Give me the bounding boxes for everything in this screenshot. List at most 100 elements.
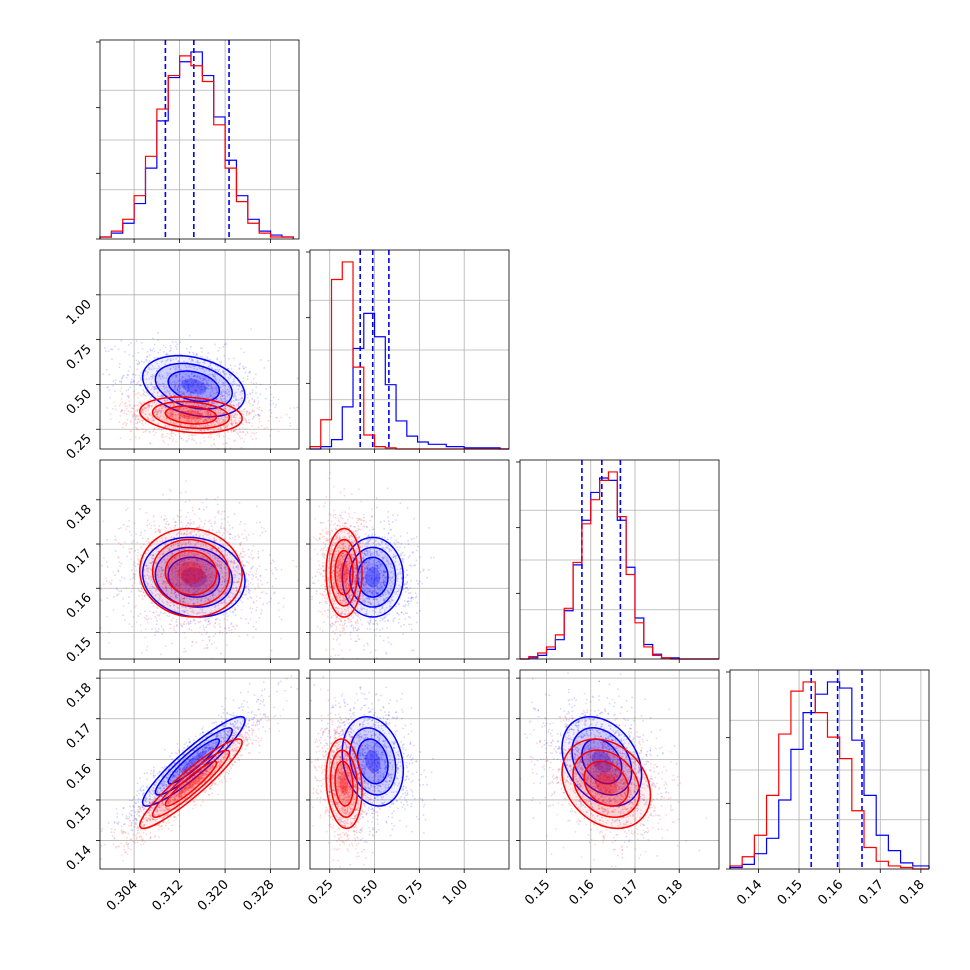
scatter-point — [203, 387, 206, 389]
scatter-point — [198, 524, 201, 527]
scatter-point — [144, 394, 147, 397]
scatter-point — [147, 577, 150, 580]
scatter-point — [159, 377, 162, 380]
scatter-point — [156, 367, 159, 370]
scatter-point — [250, 381, 253, 384]
scatter-point — [221, 571, 224, 574]
scatter-point — [192, 382, 194, 385]
scatter-point — [134, 418, 137, 420]
scatter-point — [188, 420, 191, 423]
scatter-point — [120, 576, 123, 579]
scatter-point — [228, 373, 231, 376]
scatter-point — [163, 399, 166, 402]
scatter-point — [232, 378, 235, 381]
scatter-point — [209, 405, 212, 408]
scatter-point — [184, 407, 187, 409]
scatter-point — [226, 424, 229, 427]
scatter-point — [247, 580, 250, 583]
scatter-point — [226, 396, 229, 399]
scatter-point — [265, 387, 267, 390]
scatter-point — [205, 410, 208, 413]
scatter-point — [282, 597, 285, 600]
scatter-point — [146, 350, 149, 353]
scatter-point — [208, 362, 211, 364]
scatter-point — [206, 356, 208, 358]
scatter-point — [120, 410, 123, 413]
scatter-point — [170, 402, 173, 405]
scatter-point — [240, 446, 243, 449]
scatter-point — [160, 407, 163, 410]
scatter-point — [210, 386, 213, 389]
scatter-point — [233, 357, 235, 360]
scatter-point — [202, 392, 204, 395]
scatter-point — [182, 393, 185, 396]
scatter-point — [185, 381, 188, 384]
scatter-point — [205, 405, 208, 408]
scatter-point — [175, 407, 178, 409]
scatter-point — [205, 404, 208, 407]
scatter-point — [249, 582, 252, 584]
scatter-point — [133, 561, 136, 564]
scatter-point — [187, 540, 190, 543]
scatter-point — [231, 610, 234, 613]
scatter-point — [184, 387, 187, 390]
scatter-point — [196, 410, 199, 413]
scatter-point — [191, 358, 194, 361]
scatter-point — [228, 629, 231, 632]
scatter-point — [242, 423, 245, 426]
scatter-point — [180, 414, 183, 417]
scatter-point — [222, 382, 225, 384]
scatter-point — [255, 392, 257, 395]
scatter-point — [277, 609, 280, 612]
scatter-point — [407, 539, 409, 542]
scatter-point — [156, 620, 159, 622]
scatter-point — [148, 413, 150, 415]
scatter-point — [228, 528, 231, 531]
scatter-point — [160, 409, 163, 412]
scatter-point — [119, 579, 122, 582]
scatter-point — [107, 386, 109, 389]
scatter-point — [165, 377, 168, 380]
scatter-point — [118, 590, 121, 593]
scatter-point — [262, 549, 264, 552]
scatter-point — [219, 372, 222, 374]
scatter-point — [202, 377, 205, 380]
scatter-point — [170, 430, 173, 433]
scatter-point — [246, 378, 249, 381]
scatter-point — [207, 384, 210, 387]
scatter-point — [126, 394, 129, 397]
scatter-point — [105, 561, 108, 563]
scatter-point — [134, 418, 137, 421]
scatter-point — [259, 393, 262, 396]
scatter-point — [249, 371, 251, 373]
scatter-point — [296, 406, 299, 409]
scatter-point — [121, 377, 123, 380]
scatter-point — [259, 359, 262, 361]
scatter-point — [187, 410, 189, 412]
scatter-point — [207, 635, 210, 638]
scatter-point — [116, 588, 119, 591]
scatter-point — [162, 344, 165, 347]
scatter-point — [196, 383, 199, 385]
scatter-point — [148, 404, 151, 407]
scatter-point — [250, 328, 252, 331]
scatter-point — [131, 625, 133, 628]
scatter-point — [121, 426, 124, 429]
scatter-point — [176, 388, 179, 391]
scatter-point — [229, 533, 232, 536]
scatter-point — [151, 365, 154, 367]
scatter-point — [233, 416, 235, 419]
scatter-point — [239, 543, 242, 546]
scatter-point — [176, 409, 179, 412]
x-tick-label: 0.17 — [856, 877, 887, 908]
scatter-point — [185, 524, 188, 527]
scatter-point — [303, 566, 305, 568]
scatter-point — [289, 407, 291, 410]
scatter-point — [163, 416, 165, 418]
scatter-point — [161, 382, 164, 385]
scatter-point — [122, 605, 125, 607]
scatter-point — [234, 413, 237, 416]
scatter-point — [140, 410, 143, 413]
scatter-point — [169, 411, 171, 414]
scatter-point — [158, 367, 161, 369]
